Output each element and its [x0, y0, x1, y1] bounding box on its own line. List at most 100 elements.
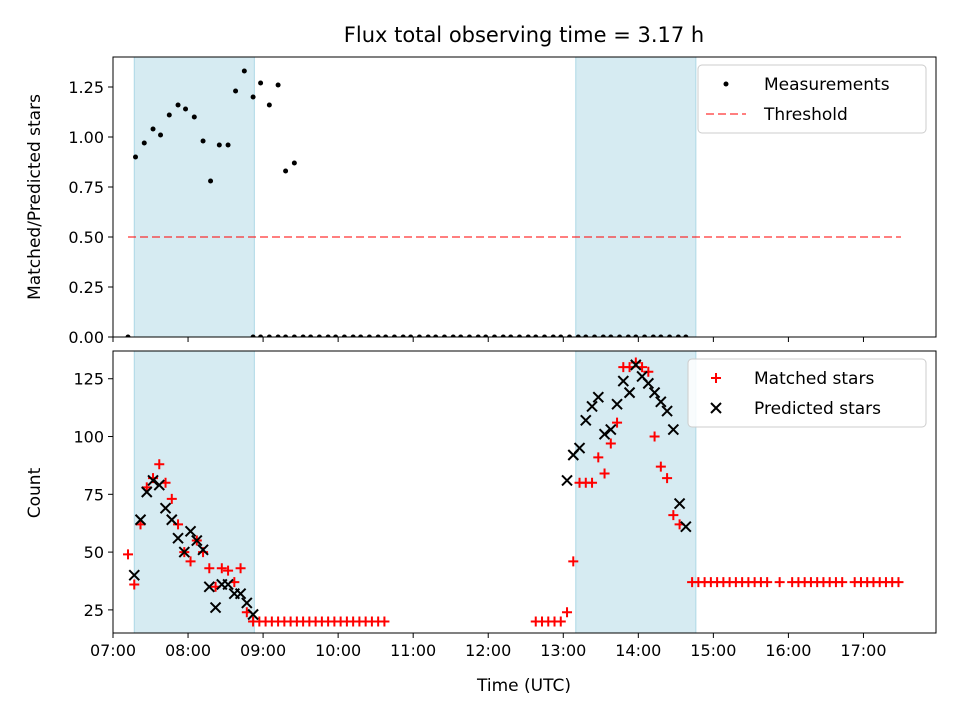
- predicted-star-point: [134, 514, 147, 526]
- y-tick-label: 1.00: [68, 128, 104, 147]
- predicted-star-point: [184, 525, 197, 538]
- measurement-point: [141, 140, 147, 146]
- matched-star-point: [599, 468, 610, 479]
- matched-star-point: [154, 459, 165, 470]
- predicted-star-point: [680, 520, 692, 533]
- matched-star-point: [837, 577, 848, 588]
- measurement-point: [458, 334, 464, 337]
- matched-star-point: [173, 519, 184, 530]
- measurement-point: [583, 334, 589, 337]
- legend-label: Threshold: [763, 105, 848, 125]
- measurement-point: [658, 334, 664, 337]
- measurement-point: [291, 160, 297, 166]
- measurement-point: [500, 334, 506, 337]
- measurement-point: [433, 334, 439, 337]
- measurement-point: [683, 334, 689, 337]
- measurement-point: [300, 334, 306, 337]
- measurement-point: [400, 334, 406, 337]
- measurement-point: [241, 68, 247, 74]
- measurement-point: [208, 178, 214, 184]
- measurement-point: [416, 334, 422, 337]
- predicted-star-point: [573, 442, 586, 454]
- predicted-star-point: [655, 396, 667, 408]
- measurement-point: [441, 334, 447, 337]
- matched-star-point: [204, 563, 215, 574]
- measurement-point: [575, 334, 581, 337]
- predicted-star-point: [191, 534, 203, 547]
- legend-label: Matched stars: [754, 369, 874, 389]
- predicted-star-point: [580, 414, 592, 427]
- measurement-point: [225, 142, 231, 148]
- measurement-point: [200, 138, 206, 144]
- y-tick-label: 0.00: [68, 328, 104, 347]
- measurement-point: [266, 334, 272, 337]
- predicted-star-point: [586, 400, 598, 413]
- predicted-star-point: [197, 544, 209, 556]
- measurement-point: [600, 334, 606, 337]
- matched-star-point: [593, 452, 604, 463]
- predicted-star-point: [642, 377, 655, 390]
- predicted-star-point: [247, 608, 259, 621]
- x-tick-label: 13:00: [540, 641, 586, 660]
- y-tick-label: 100: [73, 428, 104, 447]
- matched-star-point: [568, 556, 579, 567]
- x-tick-label: 09:00: [240, 641, 286, 660]
- predicted-star-point: [209, 601, 222, 614]
- predicted-star-point: [598, 428, 611, 440]
- matched-star-point: [166, 493, 177, 504]
- x-tick-label: 15:00: [690, 641, 736, 660]
- matched-star-point: [123, 549, 134, 560]
- matched-star-point: [185, 556, 196, 567]
- matched-star-point: [562, 607, 573, 618]
- matched-star-point: [555, 616, 566, 627]
- matched-star-point: [612, 417, 623, 428]
- measurement-point: [667, 334, 673, 337]
- measurement-point: [166, 112, 172, 118]
- measurement-point: [233, 88, 239, 94]
- measurement-point: [491, 334, 497, 337]
- x-tick-label: 10:00: [315, 641, 361, 660]
- predicted-star-point: [141, 486, 153, 498]
- measurement-point: [308, 334, 314, 337]
- matched-star-point: [216, 563, 227, 574]
- plot-area: [125, 57, 901, 337]
- predicted-star-point: [611, 398, 623, 410]
- matched-star-point: [668, 510, 679, 521]
- legend-box: [697, 64, 927, 134]
- matched-star-point: [379, 616, 390, 627]
- predicted-star-point: [648, 386, 661, 399]
- measurement-point: [350, 334, 356, 337]
- measurement-point: [158, 132, 164, 138]
- matched-star-point: [649, 431, 660, 442]
- legend-measurement-key: [723, 81, 729, 87]
- predicted-star-point: [592, 391, 605, 403]
- measurement-point: [633, 334, 639, 337]
- matched-star-point: [893, 577, 904, 588]
- measurement-point: [316, 334, 322, 337]
- x-tick-label: 17:00: [840, 641, 886, 660]
- matched-star-point: [605, 438, 616, 449]
- measurement-point: [358, 334, 364, 337]
- bottom-ylabel: Count: [25, 467, 45, 518]
- measurement-point: [291, 334, 297, 337]
- measurement-point: [533, 334, 539, 337]
- predicted-star-point: [234, 587, 247, 600]
- star-count-panel: Count Time (UTC) 25 50 75 100 125 07:00 08:00 0…: [25, 350, 937, 696]
- measurement-point: [542, 334, 548, 337]
- measurement-point: [191, 114, 197, 120]
- predicted-star-point: [166, 514, 178, 526]
- predicted-star-point: [561, 474, 573, 487]
- matched-star-point: [655, 461, 666, 472]
- measurement-point: [250, 334, 256, 337]
- legend-label: Predicted stars: [754, 399, 881, 419]
- measurement-point: [567, 334, 573, 337]
- measurement-point: [266, 102, 272, 108]
- y-tick-label: 0.25: [68, 278, 104, 297]
- measurement-point: [375, 334, 381, 337]
- legend-label: Measurements: [764, 75, 890, 95]
- measurement-point: [508, 334, 514, 337]
- measurement-point: [617, 334, 623, 337]
- y-tick-label: 0.75: [68, 178, 104, 197]
- predicted-star-point: [178, 546, 191, 558]
- predicted-star-point: [153, 479, 165, 491]
